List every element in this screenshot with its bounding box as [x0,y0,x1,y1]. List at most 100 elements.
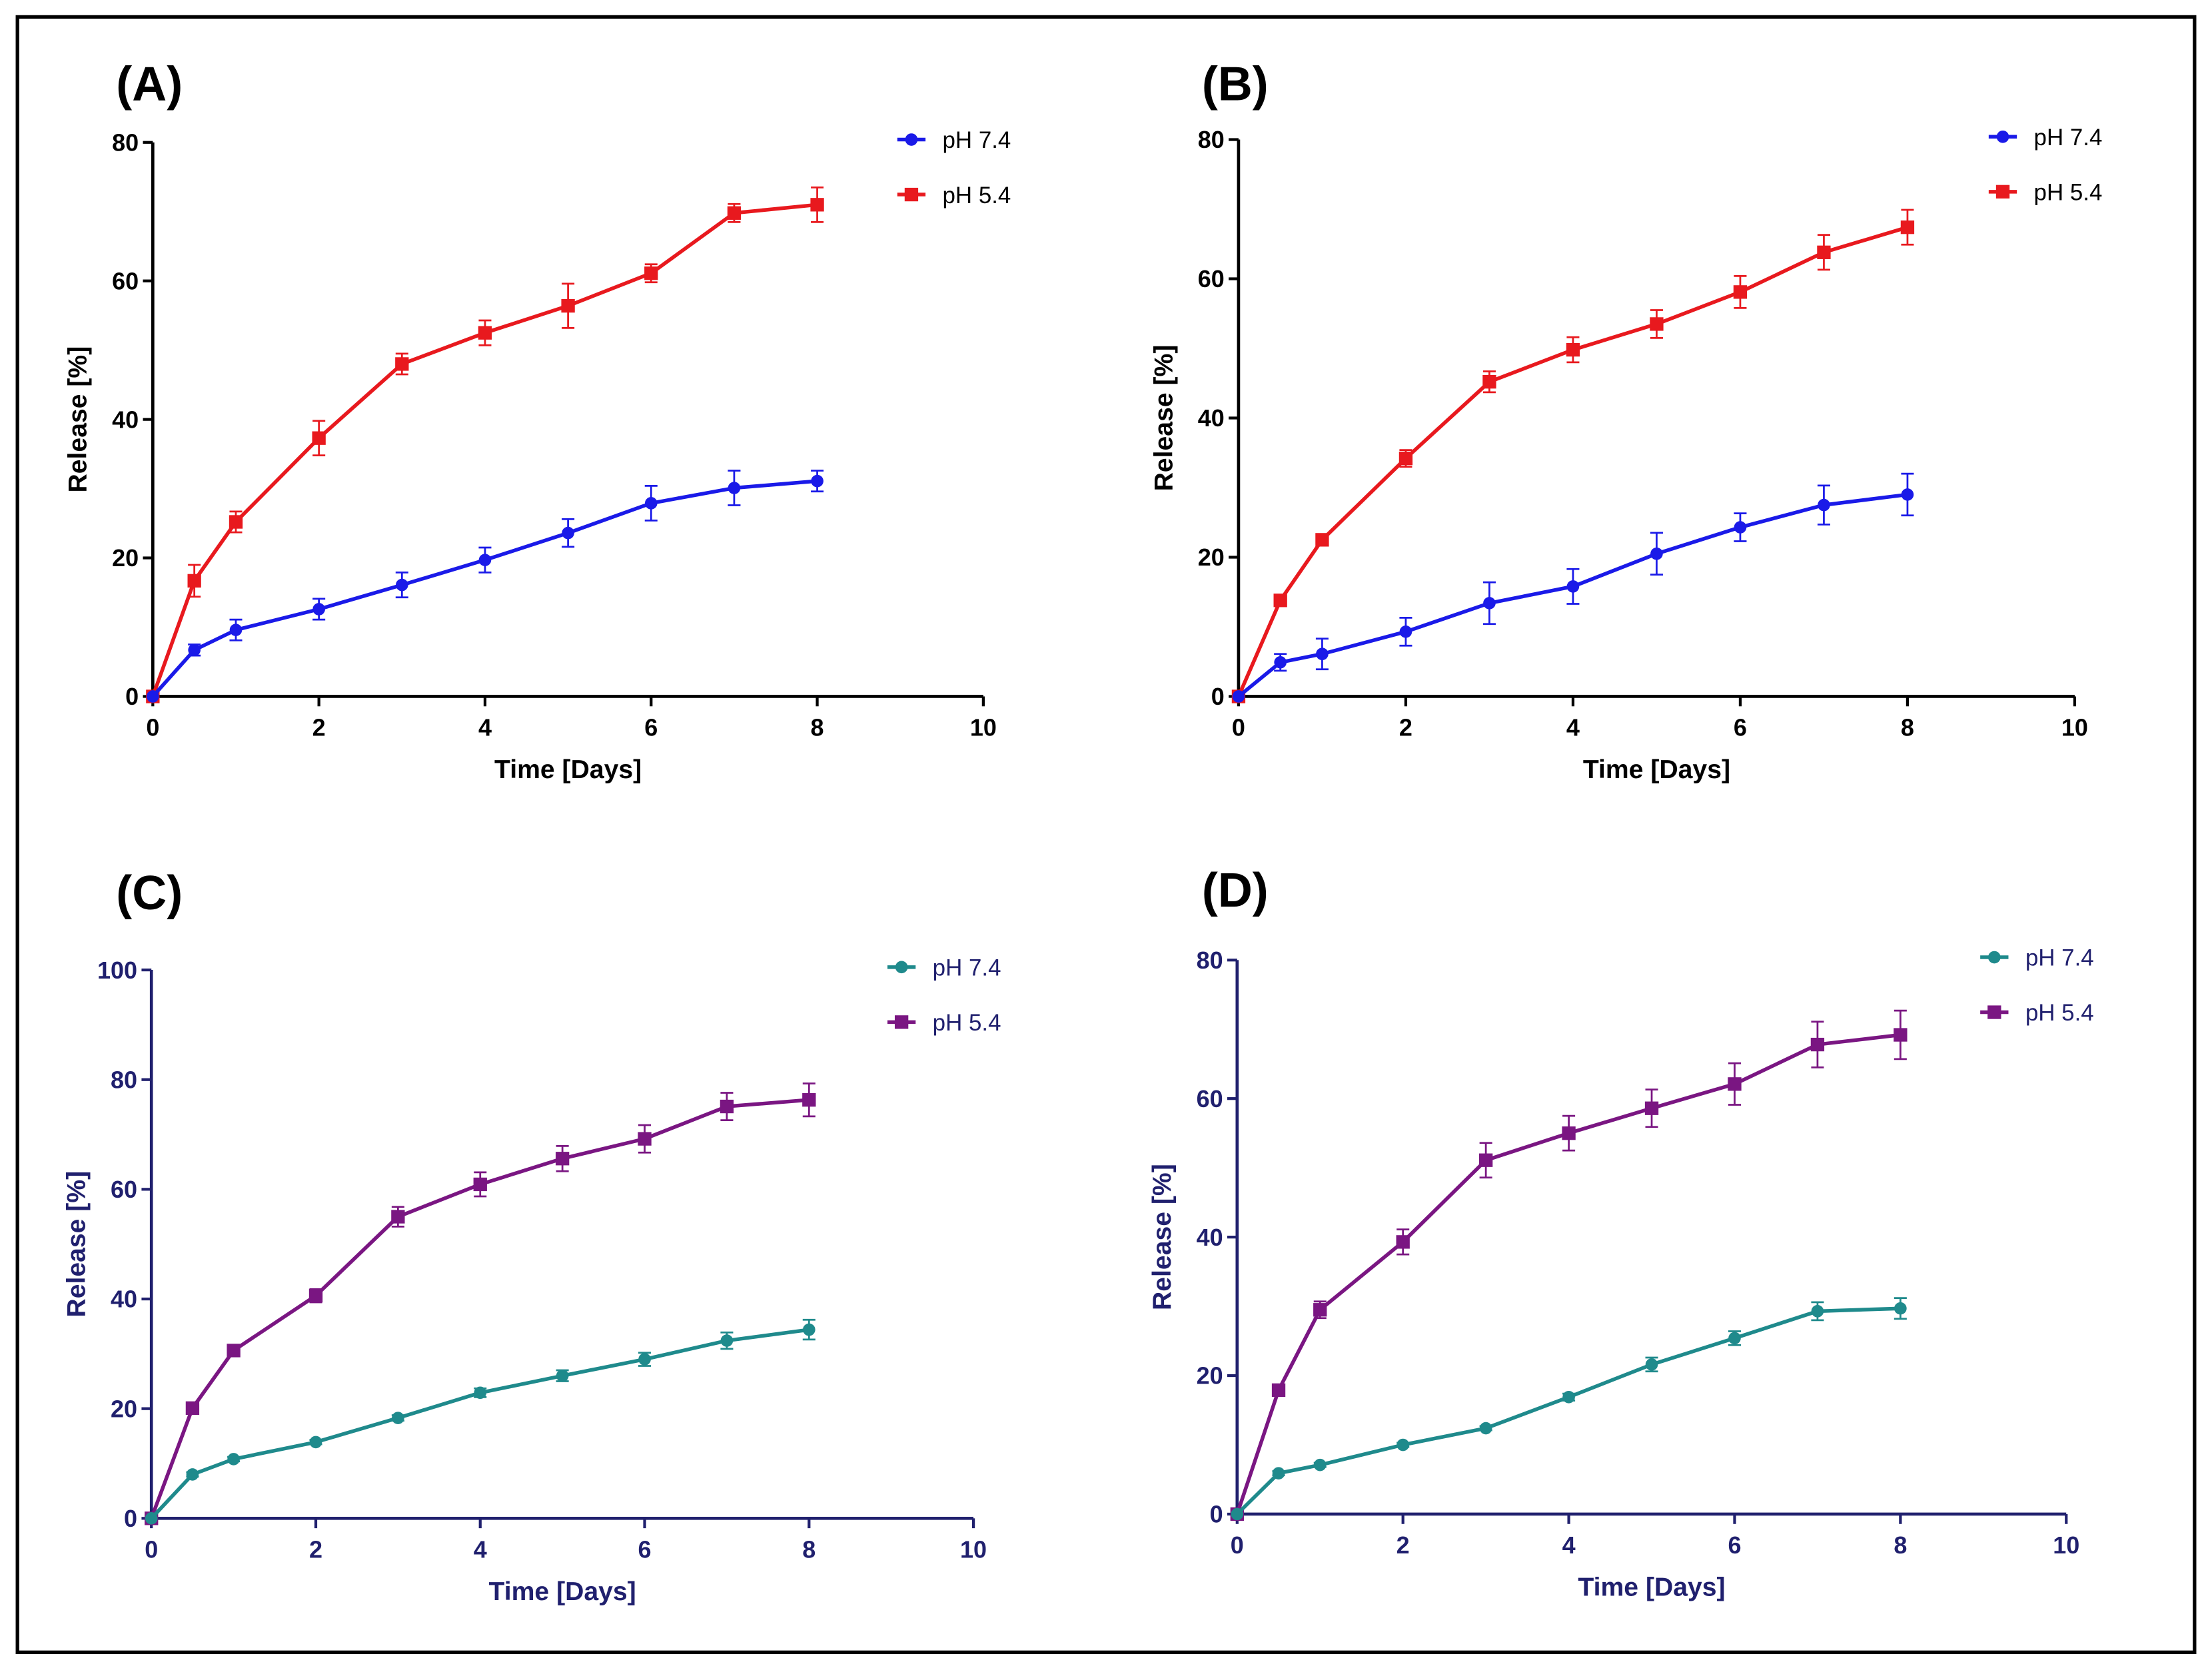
x-tick-label: 6 [638,1536,652,1563]
data-point [1733,285,1748,299]
legend-item: pH 7.4 [887,955,1001,981]
series-ph-7-4 [1231,1297,1907,1521]
series-ph-5-4 [145,1082,816,1525]
data-point [638,1132,652,1146]
data-point [1566,342,1580,357]
legend-marker [895,961,908,974]
panel-title: (A) [116,57,183,111]
legend-item: pH 7.4 [1988,125,2103,151]
data-point [1728,1332,1741,1345]
panel-d: (D) 0 2 4 6 8 10 0 20 40 60 80 Time [Days] Release [%… [1148,864,2094,1602]
legend: pH 7.4 pH 5.4 [1980,945,2094,1026]
data-point [1396,1235,1410,1249]
legend: pH 7.4 pH 5.4 [897,127,1011,209]
data-point [1313,1458,1327,1471]
x-tick-label: 8 [802,1536,816,1563]
series-ph-7-4 [147,470,824,703]
legend-label: pH 5.4 [943,183,1011,209]
y-tick-label: 60 [1197,1085,1223,1112]
y-tick-label: 60 [111,1176,137,1203]
legend-item: pH 5.4 [897,183,1011,209]
data-point [638,1353,651,1366]
data-point [728,482,741,494]
series-line [151,203,818,697]
legend-marker [894,1015,909,1029]
y-axis-title: Release [%] [64,346,93,493]
y-tick-label: 20 [1197,1362,1223,1390]
x-tick-label: 2 [1396,1531,1410,1559]
data-point [1273,594,1287,608]
y-tick-label: 40 [1198,404,1225,432]
data-point [1734,521,1747,534]
y-tick-label: 80 [1197,947,1223,974]
y-tick-label: 80 [112,129,139,156]
y-axis-title: Release [%] [1149,345,1178,492]
x-tick-label: 10 [970,714,997,741]
data-point [1396,1438,1410,1452]
x-tick-label: 4 [1562,1531,1576,1559]
x-tick-label: 2 [309,1536,322,1563]
data-point [1650,547,1663,560]
y-tick-label: 0 [1210,1501,1223,1528]
y-tick-label: 40 [1197,1224,1223,1251]
data-point [1811,1305,1824,1318]
x-axis-title: Time [Days] [1578,1573,1725,1602]
series-line [1237,492,1908,698]
y-axis-title: Release [%] [63,1171,91,1318]
x-tick-label: 0 [1232,714,1245,741]
y-axis-title: Release [%] [1148,1164,1177,1310]
legend-label: pH 7.4 [2034,125,2103,151]
data-point [1894,1302,1907,1315]
y-tick-label: 80 [111,1066,137,1093]
panel-title: (C) [116,867,183,920]
data-point [312,603,325,616]
y-tick-label: 20 [112,544,139,572]
series-line [1235,1033,1901,1515]
series-line [1237,225,1908,697]
legend-item: pH 7.4 [1980,945,2094,971]
data-point [1901,488,1914,501]
series-ph-5-4 [1230,1009,1908,1521]
data-point [227,1453,240,1465]
data-point [1728,1077,1742,1091]
x-tick-label: 8 [1894,1531,1907,1559]
legend-marker [1987,1005,2001,1019]
x-tick-label: 10 [960,1536,987,1563]
legend-marker [905,133,918,146]
series-ph-7-4 [145,1318,816,1525]
panel-title: (D) [1202,864,1269,917]
panel-title: (B) [1202,57,1269,111]
y-tick-label: 100 [97,957,137,984]
data-point [1566,580,1580,593]
data-point [1900,220,1915,234]
data-point [185,1401,200,1415]
series-line [151,479,818,698]
data-point [1232,690,1245,703]
data-point [810,198,824,212]
series-line [1235,1306,1901,1515]
legend-item: pH 7.4 [897,127,1011,153]
legend: pH 7.4 pH 5.4 [887,955,1001,1036]
y-tick-label: 40 [112,406,139,433]
data-point [227,1344,241,1358]
y-tick-label: 60 [1198,265,1225,292]
y-tick-label: 80 [1198,126,1225,153]
data-point [1818,498,1830,512]
panel-b: (B) 0 2 4 6 8 10 0 20 40 60 80 Time [Days] Release [%… [1149,57,2102,784]
data-point [188,643,201,657]
data-point [478,554,492,566]
legend-label: pH 7.4 [943,127,1011,153]
legend-item: pH 5.4 [887,1010,1001,1036]
data-point [811,474,824,488]
data-point [1398,451,1413,466]
data-point [727,206,742,220]
legend-marker [904,187,919,202]
legend-item: pH 5.4 [1988,180,2102,206]
data-point [229,624,243,636]
data-point [391,1210,405,1224]
data-point [1562,1126,1576,1140]
series-ph-7-4 [1232,472,1914,703]
data-point [644,266,658,280]
data-point [1645,1358,1658,1371]
